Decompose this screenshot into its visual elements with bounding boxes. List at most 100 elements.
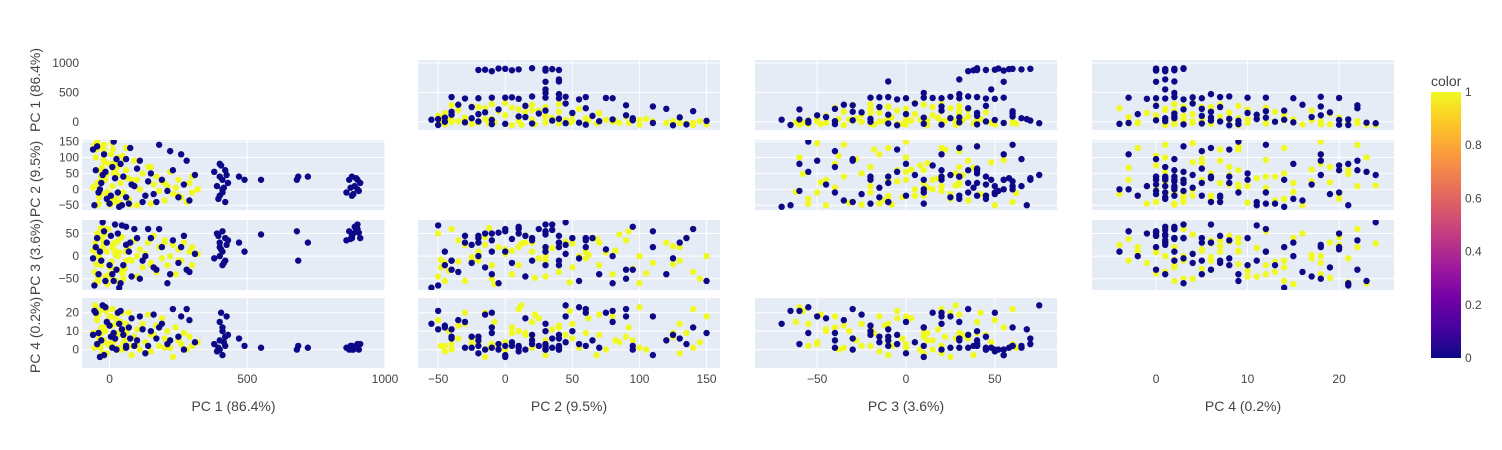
data-point (831, 105, 839, 113)
data-point (1171, 223, 1178, 230)
y-tick-label: 0 (72, 343, 79, 357)
data-point (973, 143, 981, 150)
data-point (840, 344, 848, 351)
data-point (885, 111, 892, 118)
data-point (1207, 257, 1215, 264)
data-point (488, 261, 496, 269)
data-point (589, 234, 596, 242)
data-point (1317, 270, 1324, 278)
data-point (562, 93, 569, 100)
data-point (778, 203, 785, 210)
plot-area (1092, 140, 1394, 210)
data-point (125, 309, 133, 316)
data-point (1207, 239, 1215, 246)
data-point (1326, 163, 1334, 171)
data-point (522, 109, 529, 116)
data-point (1216, 248, 1224, 255)
data-point (1198, 234, 1206, 242)
data-point (1000, 346, 1007, 353)
data-point (805, 329, 812, 337)
data-point (1152, 102, 1160, 110)
data-point (1152, 95, 1160, 102)
data-point (441, 277, 449, 285)
data-point (488, 230, 496, 237)
data-point (625, 324, 632, 331)
data-point (222, 198, 229, 206)
data-point (582, 243, 589, 251)
data-point (555, 90, 563, 98)
data-point (441, 348, 449, 355)
data-point (1308, 251, 1315, 258)
data-point (518, 240, 525, 247)
data-point (1290, 252, 1297, 260)
data-point (481, 230, 489, 237)
data-point (1271, 200, 1279, 207)
colorbar-tick-label: 0.8 (1465, 138, 1482, 152)
data-point (118, 202, 126, 209)
data-point (522, 113, 529, 121)
data-point (434, 307, 442, 315)
data-point (822, 202, 830, 209)
data-point (508, 247, 516, 254)
data-point (91, 307, 98, 315)
data-point (796, 154, 803, 161)
data-point (929, 309, 936, 316)
data-point (1152, 187, 1160, 195)
data-point (215, 232, 222, 240)
data-point (1171, 115, 1178, 122)
data-point (304, 239, 312, 246)
data-point (1018, 155, 1025, 163)
data-point (1198, 95, 1206, 102)
data-point (1299, 197, 1306, 204)
data-point (973, 318, 981, 326)
data-point (902, 140, 910, 145)
data-point (448, 340, 455, 348)
data-point (139, 257, 146, 264)
data-point (840, 101, 848, 108)
subplot-3-2 (418, 220, 720, 290)
data-point (1226, 255, 1233, 262)
data-point (1125, 176, 1132, 183)
data-point (920, 89, 927, 97)
data-point (211, 255, 218, 262)
data-point (787, 202, 794, 209)
data-point (876, 151, 883, 158)
data-point (1162, 252, 1169, 260)
data-point (929, 346, 936, 353)
data-point (885, 78, 892, 85)
data-point (1143, 182, 1151, 190)
data-point (113, 346, 120, 353)
data-point (172, 270, 179, 278)
data-point (1162, 195, 1169, 203)
data-point (150, 264, 157, 271)
data-point (147, 170, 155, 177)
data-point (703, 252, 710, 260)
data-point (106, 200, 113, 207)
data-point (1308, 107, 1315, 114)
data-point (988, 339, 995, 346)
data-point (1216, 179, 1224, 187)
data-point (964, 179, 972, 187)
x-tick-label: 20 (1332, 372, 1346, 386)
data-point (1216, 242, 1224, 250)
data-point (1354, 141, 1361, 148)
data-point (938, 346, 945, 353)
data-point (982, 346, 990, 353)
data-point (1354, 119, 1361, 127)
data-point (150, 181, 157, 188)
data-point (1189, 110, 1196, 118)
y-tick-label: 0 (72, 115, 79, 129)
data-point (689, 225, 697, 233)
data-point (956, 76, 963, 83)
data-point (183, 157, 190, 164)
data-point (89, 255, 97, 262)
colorbar-title: color (1431, 73, 1462, 89)
data-point (1125, 164, 1132, 171)
data-point (1335, 162, 1343, 169)
data-point (515, 230, 522, 237)
data-point (1116, 241, 1123, 249)
data-point (461, 309, 469, 316)
data-point (988, 86, 995, 93)
data-point (582, 234, 589, 242)
data-point (1189, 192, 1196, 199)
